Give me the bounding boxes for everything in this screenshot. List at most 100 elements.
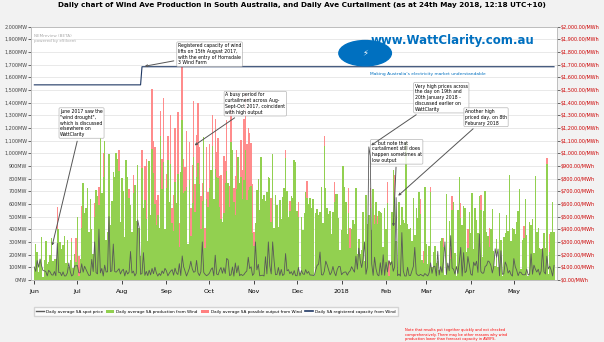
- Bar: [434, 246, 435, 280]
- Bar: [255, 223, 256, 280]
- Bar: [123, 191, 124, 280]
- Bar: [476, 220, 477, 280]
- Bar: [163, 162, 164, 280]
- Bar: [253, 232, 255, 247]
- Bar: [194, 212, 196, 280]
- Bar: [464, 208, 466, 280]
- Bar: [306, 181, 308, 198]
- Bar: [552, 202, 553, 280]
- Bar: [364, 261, 365, 280]
- Bar: [512, 228, 513, 280]
- Bar: [460, 203, 461, 218]
- Bar: [550, 232, 552, 280]
- Bar: [249, 187, 251, 280]
- Bar: [243, 119, 245, 180]
- Bar: [388, 261, 390, 276]
- Bar: [161, 189, 163, 280]
- Bar: [377, 224, 378, 280]
- Bar: [332, 212, 333, 280]
- Bar: [339, 250, 341, 280]
- Bar: [194, 184, 196, 212]
- Bar: [71, 238, 72, 242]
- Bar: [398, 202, 400, 280]
- Bar: [256, 190, 257, 280]
- Bar: [404, 223, 405, 280]
- Bar: [61, 249, 62, 280]
- Bar: [379, 212, 381, 280]
- Bar: [175, 182, 176, 280]
- Text: Another high
priced day, on 8th
Feburary 2018: Another high priced day, on 8th Feburary…: [399, 109, 507, 195]
- Bar: [416, 208, 417, 280]
- Bar: [248, 128, 249, 189]
- Bar: [191, 203, 193, 280]
- Bar: [104, 142, 105, 280]
- Bar: [310, 208, 312, 280]
- Bar: [421, 260, 423, 280]
- Bar: [350, 228, 351, 248]
- Bar: [229, 207, 230, 280]
- Bar: [370, 208, 371, 280]
- Bar: [515, 234, 516, 280]
- Bar: [95, 190, 97, 280]
- Bar: [240, 177, 242, 280]
- Bar: [233, 187, 234, 202]
- Bar: [202, 183, 203, 200]
- Bar: [57, 229, 58, 280]
- Bar: [181, 67, 183, 120]
- Bar: [216, 152, 217, 177]
- Bar: [313, 276, 315, 280]
- Bar: [124, 237, 126, 280]
- Bar: [175, 128, 176, 182]
- Bar: [500, 240, 502, 280]
- Bar: [480, 195, 481, 210]
- Bar: [144, 200, 146, 280]
- Bar: [183, 193, 184, 280]
- Bar: [225, 161, 226, 183]
- Bar: [486, 233, 487, 280]
- Bar: [223, 156, 225, 213]
- Bar: [133, 193, 134, 280]
- Bar: [492, 209, 493, 280]
- Bar: [165, 174, 167, 188]
- Bar: [105, 240, 107, 280]
- Bar: [440, 241, 442, 280]
- Bar: [530, 225, 532, 280]
- Bar: [350, 248, 351, 280]
- Bar: [81, 206, 82, 228]
- Bar: [341, 230, 342, 280]
- Bar: [322, 223, 324, 280]
- Bar: [414, 235, 416, 280]
- Bar: [89, 199, 91, 280]
- Bar: [496, 239, 497, 280]
- Bar: [377, 216, 378, 224]
- Bar: [57, 207, 58, 229]
- Bar: [266, 192, 268, 280]
- Bar: [200, 196, 202, 229]
- Bar: [450, 259, 451, 280]
- Bar: [352, 221, 354, 280]
- Bar: [301, 218, 302, 280]
- Bar: [186, 187, 187, 280]
- Bar: [336, 194, 338, 280]
- Bar: [35, 245, 36, 280]
- Bar: [461, 225, 463, 280]
- Bar: [522, 240, 523, 280]
- Bar: [460, 218, 461, 280]
- Bar: [265, 201, 266, 280]
- Bar: [146, 159, 147, 219]
- Bar: [257, 179, 259, 280]
- Bar: [211, 146, 213, 280]
- Bar: [217, 138, 219, 178]
- Bar: [487, 236, 489, 280]
- Bar: [191, 165, 193, 203]
- Bar: [246, 144, 248, 200]
- Bar: [85, 208, 87, 280]
- Bar: [263, 195, 265, 280]
- Bar: [423, 251, 424, 263]
- Bar: [469, 212, 470, 280]
- Bar: [220, 175, 222, 219]
- Bar: [108, 154, 110, 280]
- Bar: [288, 216, 289, 280]
- Bar: [165, 188, 167, 280]
- Bar: [305, 192, 306, 280]
